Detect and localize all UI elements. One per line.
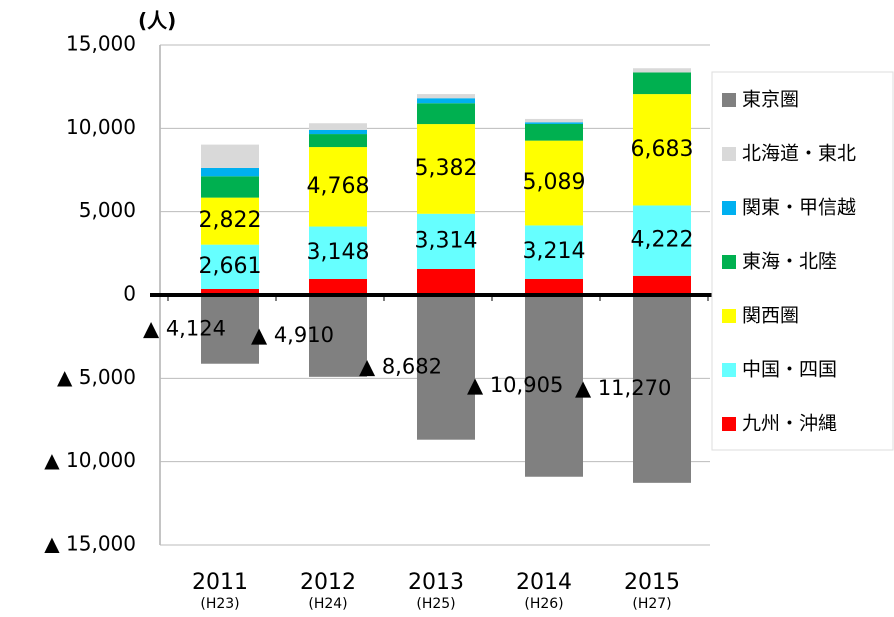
y-tick-label: ▲ 15,000 (44, 532, 136, 556)
bar-segment (417, 94, 475, 99)
bar-segment (309, 147, 367, 227)
x-tick-sublabel: (H24) (308, 596, 347, 612)
legend-swatch (722, 201, 736, 215)
bar-segment (309, 226, 367, 279)
legend-swatch (722, 363, 736, 377)
value-label: 2,661 (199, 254, 262, 279)
bar-segment (525, 118, 583, 123)
bar-segment (525, 295, 583, 477)
bar-segment (525, 225, 583, 279)
bar-segment (633, 94, 691, 206)
bar-segment (309, 295, 367, 377)
value-label: 5,382 (415, 156, 478, 181)
x-tick-label: 2013 (408, 570, 464, 595)
bar-segment (525, 140, 583, 226)
bar-segment (201, 167, 259, 177)
bar-segment (201, 176, 259, 198)
bar-segment (201, 295, 259, 364)
value-label: 5,089 (523, 170, 586, 195)
bar-segment (201, 289, 259, 295)
value-label: 3,214 (523, 239, 586, 264)
value-label: ▲ 11,270 (575, 376, 671, 400)
value-label: 4,222 (631, 228, 694, 253)
bar-segment (633, 275, 691, 295)
legend-swatch (722, 93, 736, 107)
value-label: 4,768 (307, 174, 370, 199)
value-label: ▲ 10,905 (467, 373, 563, 397)
x-tick-label: 2015 (624, 570, 680, 595)
value-label: 2,822 (199, 208, 262, 233)
y-unit: (人) (138, 9, 176, 33)
legend-label: 東海・北陸 (742, 251, 837, 273)
value-label: ▲ 4,124 (143, 316, 226, 340)
legend-swatch (722, 147, 736, 161)
legend-swatch (722, 417, 736, 431)
bar-segment (201, 244, 259, 289)
legend-label: 九州・沖縄 (742, 413, 837, 435)
bar-segment (417, 269, 475, 295)
value-label: ▲ 4,910 (251, 323, 334, 347)
bar-segment (633, 68, 691, 73)
x-tick-sublabel: (H26) (524, 596, 563, 612)
value-label: 6,683 (631, 137, 694, 162)
value-label: 3,314 (415, 228, 478, 253)
y-tick-label: 10,000 (66, 115, 136, 139)
x-tick-label: 2014 (516, 570, 572, 595)
legend-label: 関東・甲信越 (742, 197, 856, 219)
bar-segment (309, 134, 367, 148)
legend-label: 東京圏 (742, 89, 799, 111)
legend-box (711, 71, 894, 451)
x-tick-label: 2011 (192, 570, 248, 595)
y-tick-label: 0 (123, 282, 136, 306)
bar-segment (633, 205, 691, 276)
value-label: ▲ 8,682 (359, 354, 442, 378)
bar-segment (633, 295, 691, 483)
value-label: 3,148 (307, 240, 370, 265)
y-tick-label: ▲ 10,000 (44, 448, 136, 472)
legend-swatch (722, 309, 736, 323)
bar-segment (309, 123, 367, 130)
y-tick-label: 15,000 (66, 32, 136, 56)
legend-swatch (722, 255, 736, 269)
x-tick-sublabel: (H23) (200, 596, 239, 612)
legend-label: 関西圏 (742, 305, 799, 327)
bar-segment (417, 213, 475, 269)
x-tick-sublabel: (H27) (632, 596, 671, 612)
y-tick-label: ▲ 5,000 (57, 365, 136, 389)
bar-segment (633, 72, 691, 95)
legend-label: 北海道・東北 (742, 143, 856, 165)
bar-segment (201, 197, 259, 245)
legend-label: 中国・四国 (742, 359, 837, 381)
bar-segment (525, 123, 583, 141)
bar-segment (417, 98, 475, 104)
bar-segment (309, 279, 367, 295)
bar-segment (417, 124, 475, 214)
bar-segment (525, 279, 583, 295)
x-tick-sublabel: (H25) (416, 596, 455, 612)
bar-segment (525, 122, 583, 124)
bar-segment (309, 129, 367, 135)
bar-segment (417, 103, 475, 125)
x-tick-label: 2012 (300, 570, 356, 595)
bar-segment (201, 144, 259, 168)
y-tick-label: 5,000 (79, 198, 136, 222)
bar-segment (417, 295, 475, 440)
